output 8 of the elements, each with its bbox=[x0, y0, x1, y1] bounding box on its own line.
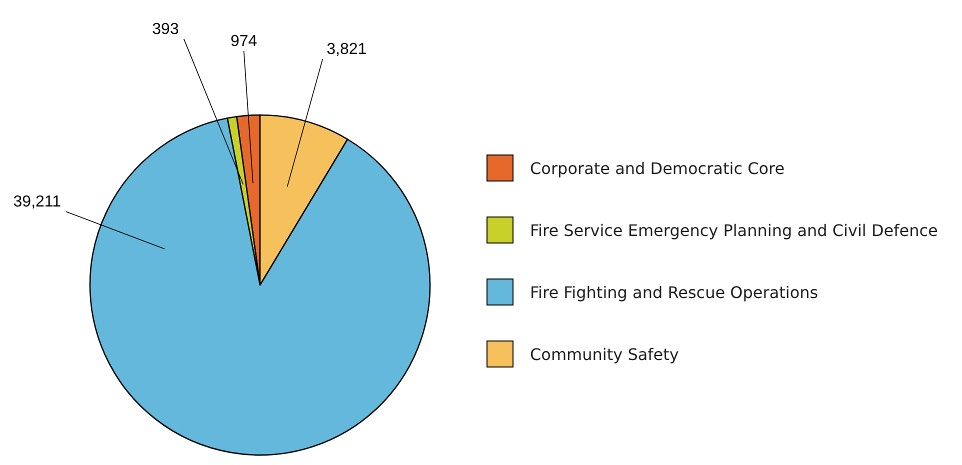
legend-label: Corporate and Democratic Core bbox=[530, 159, 785, 178]
data-label: 3,821 bbox=[326, 40, 367, 58]
legend-label: Community Safety bbox=[530, 345, 679, 364]
data-label: 39,211 bbox=[13, 194, 62, 211]
legend-label: Fire Fighting and Rescue Operations bbox=[530, 283, 818, 302]
data-label: 974 bbox=[230, 32, 258, 50]
data-label: 393 bbox=[152, 20, 179, 38]
legend-label: Fire Service Emergency Planning and Civil Defence bbox=[530, 221, 938, 240]
